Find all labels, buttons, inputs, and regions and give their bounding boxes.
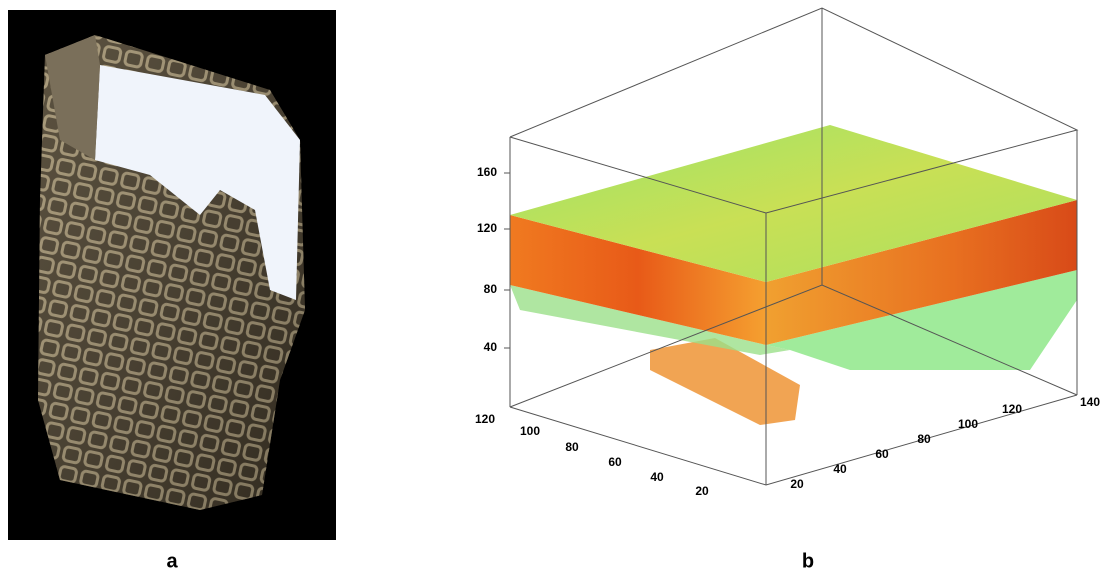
bone-render	[38, 35, 305, 510]
left-tick-label: 120	[475, 412, 495, 426]
left-tick-label: 20	[695, 484, 709, 498]
right-tick-label: 140	[1080, 395, 1100, 409]
right-tick-label: 100	[958, 417, 978, 431]
left-tick-label: 100	[520, 424, 540, 438]
left-tick-label: 40	[650, 470, 664, 484]
right-tick-label: 60	[875, 447, 889, 461]
bounding-box	[509, 7, 1079, 486]
vertical-tick-label: 120	[477, 221, 497, 235]
panel-label: a	[166, 550, 178, 572]
right-tick-label: 120	[1002, 402, 1022, 416]
vertical-tick-label: 160	[477, 165, 497, 179]
volume	[510, 125, 1077, 425]
right-tick-label: 20	[790, 477, 804, 491]
right-tick-label: 40	[833, 462, 847, 476]
panel-label: b	[802, 550, 814, 572]
vertical-tick-label: 40	[484, 340, 498, 354]
right-tick-label: 80	[917, 432, 931, 446]
vertical-tick-label: 80	[484, 282, 498, 296]
left-tick-label: 60	[608, 455, 622, 469]
left-tick-label: 80	[565, 440, 579, 454]
